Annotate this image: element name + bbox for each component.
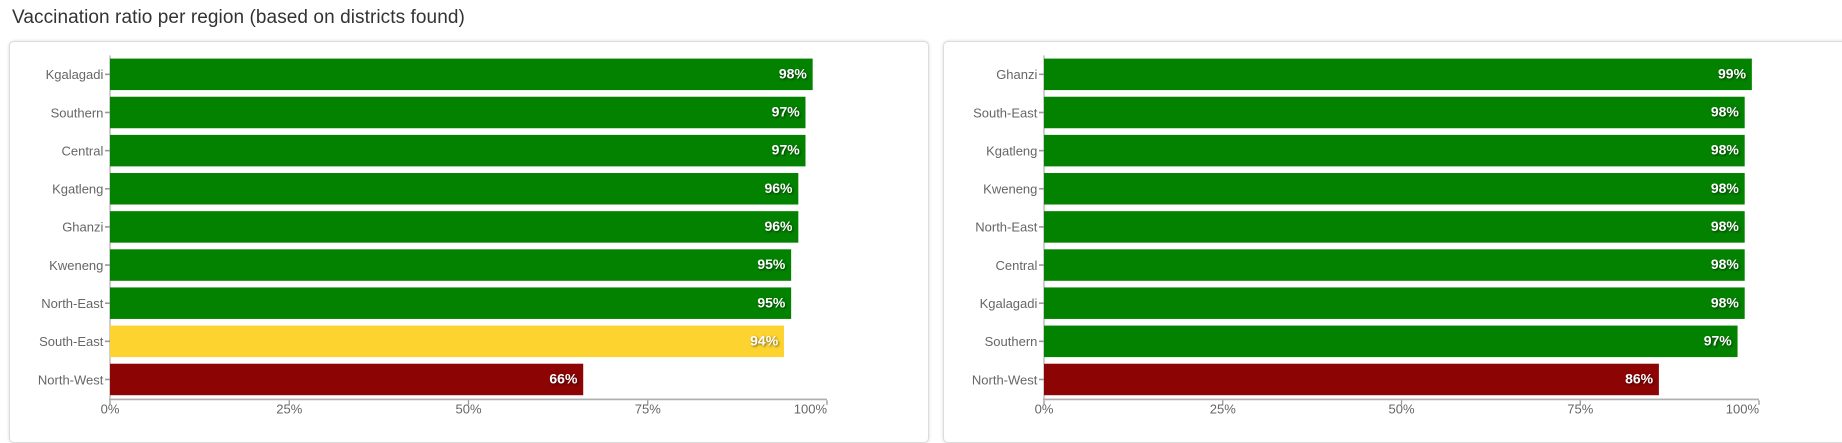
svg-text:98%: 98% (1711, 294, 1740, 310)
svg-text:0%: 0% (101, 402, 120, 417)
svg-text:North-East: North-East (975, 220, 1038, 235)
svg-text:Central: Central (995, 258, 1037, 273)
svg-text:Kgatleng: Kgatleng (52, 182, 103, 197)
svg-text:North-East: North-East (41, 296, 104, 311)
svg-text:98%: 98% (1711, 104, 1740, 120)
svg-text:98%: 98% (1711, 142, 1740, 158)
svg-text:South-East: South-East (39, 334, 104, 349)
svg-text:86%: 86% (1625, 371, 1654, 387)
svg-text:75%: 75% (635, 402, 661, 417)
svg-text:Ghanzi: Ghanzi (62, 220, 103, 235)
svg-text:50%: 50% (455, 402, 481, 417)
svg-text:66%: 66% (549, 371, 578, 387)
svg-text:South-East: South-East (973, 105, 1038, 120)
svg-text:Ghanzi: Ghanzi (996, 67, 1037, 82)
svg-text:98%: 98% (779, 65, 808, 81)
svg-text:97%: 97% (772, 104, 801, 120)
svg-text:94%: 94% (750, 332, 779, 348)
svg-text:Kgalagadi: Kgalagadi (980, 296, 1038, 311)
svg-text:Southern: Southern (985, 334, 1038, 349)
svg-text:25%: 25% (276, 402, 302, 417)
svg-text:98%: 98% (1711, 256, 1740, 272)
svg-text:75%: 75% (1567, 402, 1593, 417)
svg-text:97%: 97% (1704, 332, 1733, 348)
svg-text:50%: 50% (1388, 402, 1414, 417)
svg-text:Southern: Southern (51, 105, 104, 120)
svg-text:Kgatleng: Kgatleng (986, 143, 1037, 158)
svg-text:98%: 98% (1711, 180, 1740, 196)
svg-text:95%: 95% (757, 294, 786, 310)
svg-text:95%: 95% (757, 256, 786, 272)
svg-text:Kweneng: Kweneng (983, 182, 1037, 197)
svg-text:98%: 98% (1711, 218, 1740, 234)
svg-text:97%: 97% (772, 142, 801, 158)
svg-text:100%: 100% (794, 402, 828, 417)
svg-text:Central: Central (61, 143, 103, 158)
svg-text:25%: 25% (1210, 402, 1236, 417)
svg-text:North-West: North-West (38, 372, 104, 387)
svg-text:96%: 96% (764, 180, 793, 196)
svg-text:99%: 99% (1718, 65, 1747, 81)
svg-text:96%: 96% (764, 218, 793, 234)
svg-text:Kgalagadi: Kgalagadi (46, 67, 104, 82)
svg-text:Kweneng: Kweneng (49, 258, 103, 273)
svg-text:North-West: North-West (972, 372, 1038, 387)
svg-text:100%: 100% (1726, 402, 1760, 417)
svg-text:0%: 0% (1035, 402, 1054, 417)
